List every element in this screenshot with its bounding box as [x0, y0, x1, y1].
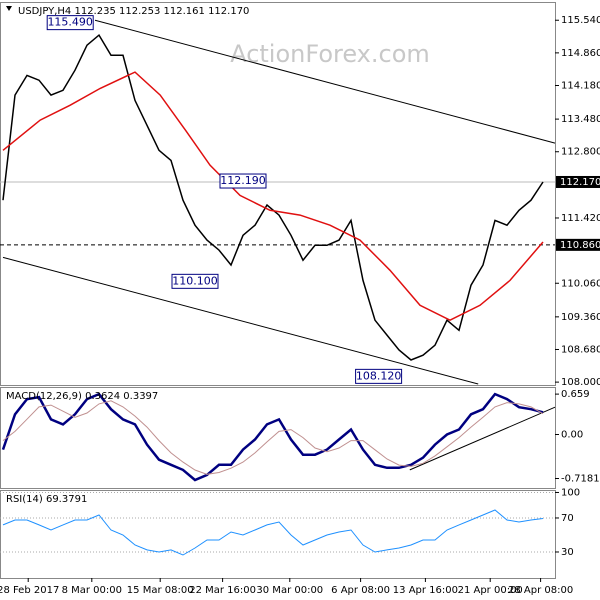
- series-line: [2, 33, 544, 361]
- series-line: [2, 400, 544, 475]
- series-line: [2, 71, 544, 322]
- y-tick-label: 108.680: [561, 344, 600, 355]
- panel-frame: [0, 2, 556, 386]
- x-tick-label: 8 Mar 00:00: [62, 585, 122, 596]
- panel-title: MACD(12,26,9) 0.3624 0.3397: [6, 391, 158, 402]
- annotation-label: 110.100: [172, 274, 218, 287]
- y-tick-label: 100: [561, 487, 580, 498]
- y-tick-label: 0.659: [561, 389, 590, 400]
- annotation-box: [46, 15, 94, 31]
- annotation-label: 108.120: [356, 369, 402, 382]
- x-tick-label: 15 Mar 08:00: [127, 585, 194, 596]
- y-tick-label: 110.060: [561, 278, 600, 289]
- y-tick-label: 114.860: [561, 48, 600, 59]
- x-tick-label: 6 Apr 08:00: [331, 585, 390, 596]
- y-tick-label: 111.420: [561, 213, 600, 224]
- x-tick-label: 21 Apr 00:00: [458, 585, 523, 596]
- y-tick-label: 70: [561, 513, 574, 524]
- trendline: [2, 256, 479, 385]
- x-tick-label: 22 Mar 16:00: [189, 585, 256, 596]
- trendline: [409, 406, 556, 471]
- trendline: [94, 19, 556, 144]
- panel-title: USDJPY,H4 112.235 112.253 112.161 112.17…: [18, 6, 249, 17]
- annotation-box: [171, 273, 219, 289]
- annotation-box: [219, 173, 267, 189]
- y-tick-label: 112.800: [561, 147, 600, 158]
- x-tick-label: 13 Apr 16:00: [393, 585, 458, 596]
- y-tick-label: 108.000: [561, 377, 600, 388]
- y-tick-label: 113.480: [561, 114, 600, 125]
- panel-frame: [0, 490, 556, 579]
- price-label: 112.170: [560, 177, 600, 188]
- x-tick-label: 28 Apr 08:00: [508, 585, 573, 596]
- price-label: 110.860: [560, 240, 600, 251]
- annotation-label: 112.190: [220, 174, 266, 187]
- y-tick-label: 30: [561, 547, 574, 558]
- y-tick-label: 115.540: [561, 15, 600, 26]
- x-tick-label: 28 Feb 2017: [0, 585, 59, 596]
- y-tick-label: 109.360: [561, 312, 600, 323]
- y-tick-label: 0.00: [561, 429, 583, 440]
- watermark: ActionForex.com: [230, 40, 430, 68]
- series-line: [1, 392, 544, 482]
- y-tick-label: 114.180: [561, 81, 600, 92]
- x-tick-label: 30 Mar 00:00: [256, 585, 323, 596]
- price-label-box: [556, 238, 600, 251]
- panel-title: RSI(14) 69.3791: [6, 494, 87, 505]
- annotation-box: [355, 368, 403, 384]
- panel-frame: [0, 387, 556, 489]
- price-label-box: [556, 175, 600, 188]
- annotation-label: 115.490: [47, 16, 93, 29]
- y-tick-label: -0.7181: [561, 474, 600, 485]
- symbol-icon: [6, 6, 12, 11]
- series-line: [2, 509, 544, 556]
